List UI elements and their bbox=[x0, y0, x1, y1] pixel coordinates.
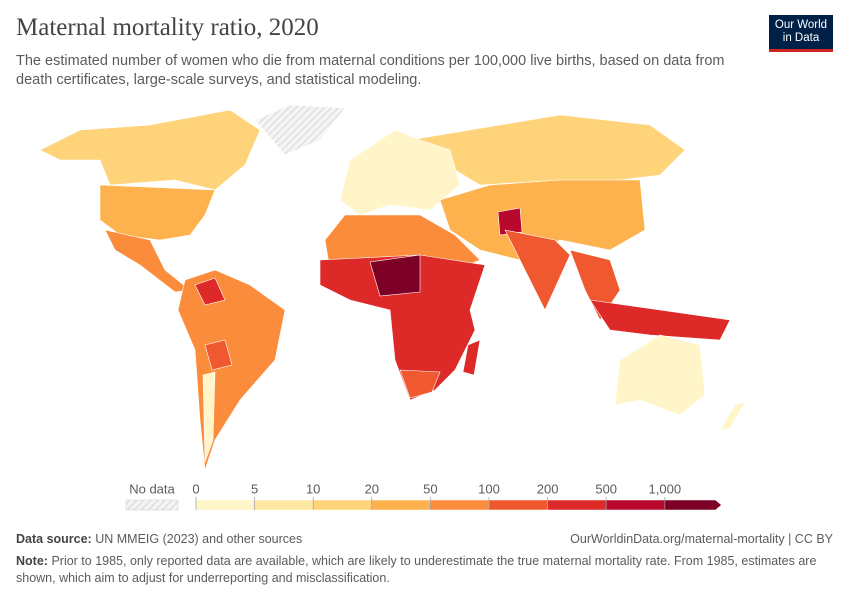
logo-line: in Data bbox=[782, 32, 820, 44]
south-africa[interactable] bbox=[399, 369, 441, 399]
legend-bin bbox=[430, 499, 490, 511]
central-america[interactable] bbox=[104, 229, 191, 293]
countries bbox=[39, 104, 746, 471]
new-zealand[interactable] bbox=[719, 401, 746, 431]
europe[interactable] bbox=[339, 129, 461, 216]
madagascar[interactable] bbox=[462, 339, 481, 376]
source-label: Data source: bbox=[16, 532, 92, 546]
no-data-swatch bbox=[125, 499, 179, 511]
legend-bin bbox=[664, 499, 722, 511]
australia[interactable] bbox=[614, 334, 706, 416]
asia[interactable] bbox=[439, 179, 646, 261]
usa[interactable] bbox=[99, 184, 216, 241]
sub-saharan-africa[interactable] bbox=[319, 254, 486, 401]
venezuela[interactable] bbox=[194, 277, 226, 306]
source: Data source: UN MMEIG (2023) and other s… bbox=[16, 532, 302, 546]
legend-tick-label: 5 bbox=[251, 481, 258, 496]
legend-bin bbox=[371, 499, 431, 511]
url[interactable]: OurWorldinData.org/maternal-mortality | … bbox=[570, 532, 833, 546]
legend-bin bbox=[605, 499, 666, 511]
source-text: UN MMEIG (2023) and other sources bbox=[95, 532, 303, 546]
note-text: Prior to 1985, only reported data are av… bbox=[16, 554, 817, 585]
subtitle: The estimated number of women who die fr… bbox=[16, 53, 725, 88]
india[interactable] bbox=[504, 229, 571, 311]
legend-bin bbox=[195, 499, 255, 511]
title: Maternal mortality ratio, 2020 bbox=[16, 14, 319, 41]
bolivia[interactable] bbox=[204, 339, 233, 371]
legend-bin bbox=[312, 499, 373, 511]
greenland[interactable] bbox=[254, 104, 346, 156]
note: Note: Prior to 1985, only reported data … bbox=[16, 553, 831, 587]
legend-tick-label: 0 bbox=[192, 481, 199, 496]
note-label: Note: bbox=[16, 554, 48, 568]
legend-tick-label: 20 bbox=[365, 481, 379, 496]
legend-tick-label: 1,000 bbox=[649, 481, 682, 496]
afghanistan[interactable] bbox=[497, 207, 523, 236]
legend-tick-label: 200 bbox=[537, 481, 559, 496]
legend: No data 0 5 10 20 50 100 200 500 1,000 bbox=[125, 481, 722, 511]
canada-alaska[interactable] bbox=[39, 109, 261, 191]
indonesia-png[interactable] bbox=[589, 299, 731, 341]
russia[interactable] bbox=[409, 114, 686, 186]
legend-bin bbox=[547, 499, 607, 511]
chad-region[interactable] bbox=[369, 254, 421, 297]
chile[interactable] bbox=[202, 371, 216, 463]
legend-tick-label: 500 bbox=[595, 481, 617, 496]
logo[interactable]: Our World in Data bbox=[769, 15, 833, 52]
logo-line: Our World bbox=[774, 19, 828, 31]
legend-bin bbox=[254, 499, 314, 511]
legend-tick-label: 50 bbox=[423, 481, 437, 496]
south-america[interactable] bbox=[177, 269, 286, 471]
legend-bin bbox=[488, 499, 548, 511]
legend-tick-label: 100 bbox=[478, 481, 500, 496]
no-data-label: No data bbox=[129, 481, 175, 496]
map: No data 0 5 10 20 50 100 200 500 1,000 bbox=[39, 104, 746, 511]
legend-tick-label: 10 bbox=[306, 481, 320, 496]
